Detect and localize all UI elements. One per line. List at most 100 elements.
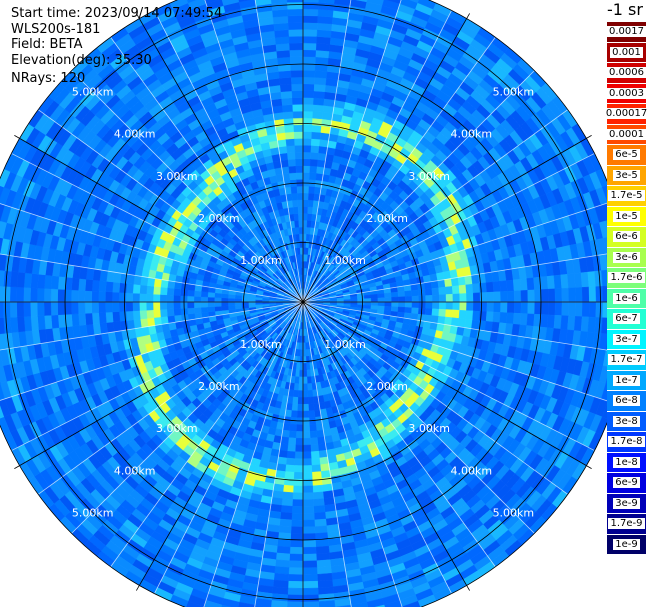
data-cell xyxy=(595,186,607,206)
data-cell xyxy=(315,539,329,548)
data-cell xyxy=(44,314,53,330)
data-cell xyxy=(294,444,304,453)
data-cell xyxy=(560,273,569,289)
data-cell xyxy=(295,437,304,446)
data-cell xyxy=(506,279,515,292)
data-cell xyxy=(282,484,294,493)
data-cell xyxy=(140,276,149,286)
data-cell xyxy=(286,601,304,607)
data-cell xyxy=(553,274,562,290)
data-cell xyxy=(507,301,515,314)
data-cell xyxy=(540,314,549,328)
data-cell xyxy=(287,594,304,603)
data-cell xyxy=(445,309,453,318)
data-cell xyxy=(287,580,304,589)
data-cell xyxy=(599,220,607,239)
data-cell xyxy=(314,525,328,534)
data-cell xyxy=(133,275,142,286)
data-cell xyxy=(84,312,94,326)
data-cell xyxy=(302,213,308,221)
data-cell xyxy=(307,389,314,398)
data-cell xyxy=(298,376,304,385)
data-cell xyxy=(16,301,25,318)
data-cell xyxy=(377,293,385,299)
data-cell xyxy=(370,301,379,307)
data-cell xyxy=(234,301,242,306)
data-cell xyxy=(146,277,156,287)
data-cell xyxy=(397,306,406,313)
data-cell xyxy=(302,15,319,24)
data-cell xyxy=(302,580,319,589)
data-cell xyxy=(424,288,433,296)
data-cell xyxy=(291,506,304,514)
data-cell xyxy=(318,0,335,4)
data-cell xyxy=(159,294,168,303)
data-cell xyxy=(311,131,322,140)
data-cell xyxy=(302,587,319,596)
data-cell xyxy=(285,457,296,466)
data-cell xyxy=(105,301,113,313)
data-cell xyxy=(132,301,140,312)
data-cell xyxy=(241,304,249,309)
data-cell xyxy=(302,601,320,607)
data-cell xyxy=(411,301,420,309)
data-cell xyxy=(302,424,310,432)
data-cell xyxy=(293,472,304,480)
data-cell xyxy=(309,172,317,181)
data-cell xyxy=(227,297,236,303)
data-cell xyxy=(91,301,99,314)
data-cell xyxy=(302,363,307,371)
data-cell xyxy=(214,306,222,312)
data-cell xyxy=(187,289,195,297)
data-cell xyxy=(404,307,413,314)
data-cell xyxy=(302,512,315,521)
data-cell xyxy=(424,308,433,316)
data-cell xyxy=(404,290,413,297)
data-cell xyxy=(601,269,607,287)
data-cell xyxy=(473,301,481,312)
data-cell xyxy=(132,283,141,294)
data-cell xyxy=(214,297,222,303)
data-cell xyxy=(363,294,372,299)
data-cell xyxy=(554,288,563,303)
data-cell xyxy=(200,306,209,313)
data-cell xyxy=(140,318,149,328)
data-cell xyxy=(279,511,293,521)
data-cell xyxy=(133,318,142,329)
data-cell xyxy=(499,312,508,324)
data-cell xyxy=(290,526,304,535)
data-cell xyxy=(112,311,121,323)
data-cell xyxy=(302,437,311,446)
data-cell xyxy=(398,301,406,308)
data-cell xyxy=(588,301,597,318)
data-cell xyxy=(159,301,168,310)
data-cell xyxy=(486,291,495,303)
data-cell xyxy=(318,600,336,607)
data-cell xyxy=(146,309,155,319)
data-cell xyxy=(307,206,314,215)
data-cell xyxy=(289,540,304,548)
data-cell xyxy=(527,289,536,303)
data-cell xyxy=(431,287,440,296)
data-cell xyxy=(458,309,467,320)
data-cell xyxy=(390,306,399,313)
data-cell xyxy=(459,301,467,311)
data-cell xyxy=(310,145,320,154)
data-cell xyxy=(77,290,86,303)
data-cell xyxy=(573,272,583,288)
data-cell xyxy=(302,49,317,58)
data-cell xyxy=(125,292,133,303)
data-cell xyxy=(573,316,583,332)
data-cell xyxy=(125,310,134,321)
data-cell xyxy=(384,301,392,307)
data-cell xyxy=(220,297,229,303)
data-cell xyxy=(274,566,290,575)
data-cell xyxy=(541,288,549,303)
data-cell xyxy=(438,294,447,303)
data-cell xyxy=(302,492,314,500)
data-cell xyxy=(306,362,311,371)
data-cell xyxy=(302,540,317,548)
data-cell xyxy=(310,152,319,160)
data-cell xyxy=(601,185,607,202)
data-cell xyxy=(561,301,570,317)
